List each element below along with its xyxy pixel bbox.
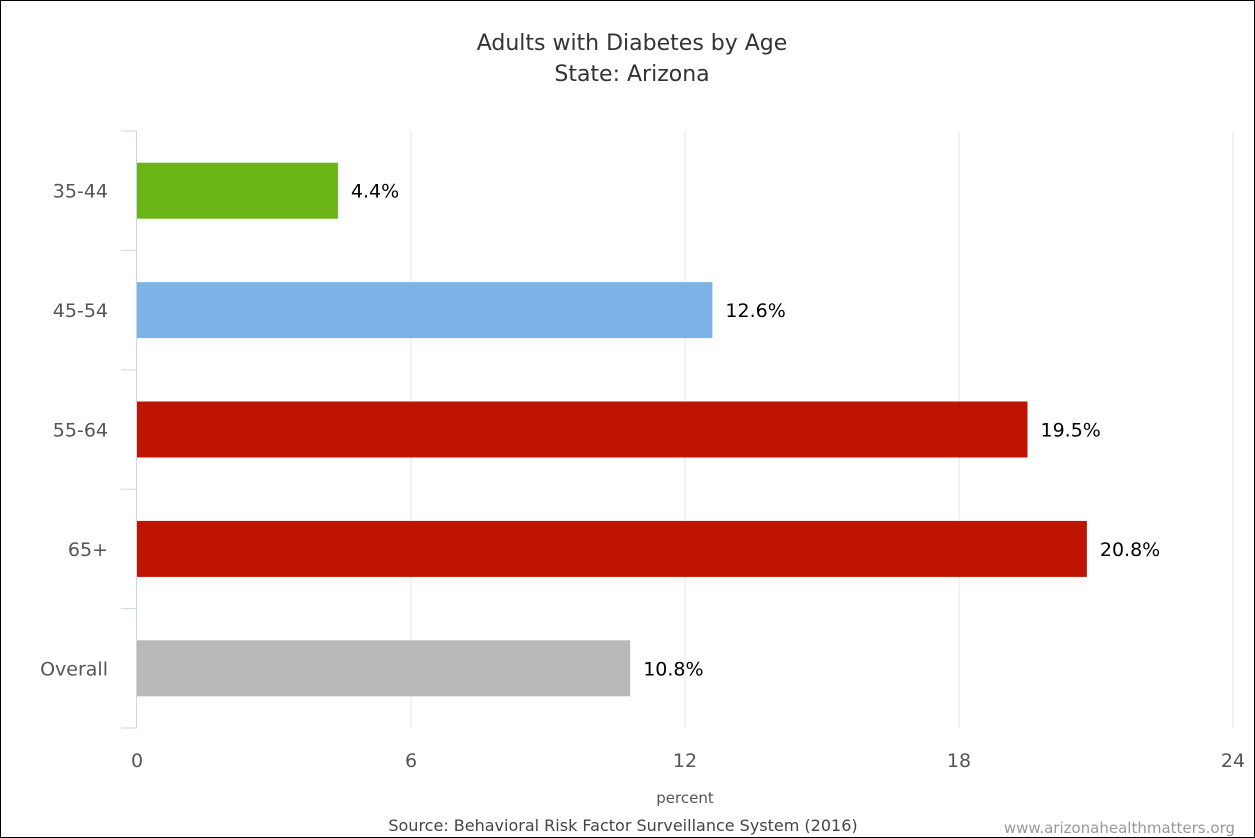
source-note: Source: Behavioral Risk Factor Surveilla…	[388, 816, 857, 835]
x-tick-label: 0	[131, 750, 143, 772]
x-tick-label: 6	[405, 750, 417, 772]
data-label: 19.5%	[1041, 420, 1101, 442]
y-category-label: 45-54	[53, 300, 108, 322]
labels: 0 6 12 18 24 35-44 4.4% 45-54 12.6% 55-64 19.5% 65+…	[40, 181, 1245, 772]
y-category-label: Overall	[40, 658, 108, 680]
y-axis	[121, 130, 137, 729]
credit-link[interactable]: www.arizonahealthmatters.org	[1004, 819, 1235, 837]
bar-35-44[interactable]	[137, 162, 338, 219]
data-label: 10.8%	[643, 658, 703, 680]
x-tick-label: 18	[947, 750, 971, 772]
x-tick-label: 24	[1221, 750, 1245, 772]
x-axis-title: percent	[656, 789, 714, 807]
y-category-label: 35-44	[53, 181, 108, 203]
bar-55-64[interactable]	[137, 401, 1028, 458]
x-tick-label: 12	[673, 750, 697, 772]
y-category-label: 65+	[68, 539, 108, 561]
data-label: 12.6%	[725, 300, 785, 322]
bar-45-54[interactable]	[137, 282, 713, 339]
bar-65-[interactable]	[137, 520, 1087, 577]
y-category-label: 55-64	[53, 420, 108, 442]
bar-overall[interactable]	[137, 640, 631, 697]
chart-title: Adults with Diabetes by Age	[477, 31, 788, 56]
chart-subtitle: State: Arizona	[554, 62, 709, 87]
bars	[137, 162, 1087, 697]
data-label: 4.4%	[351, 181, 399, 203]
data-label: 20.8%	[1100, 539, 1160, 561]
